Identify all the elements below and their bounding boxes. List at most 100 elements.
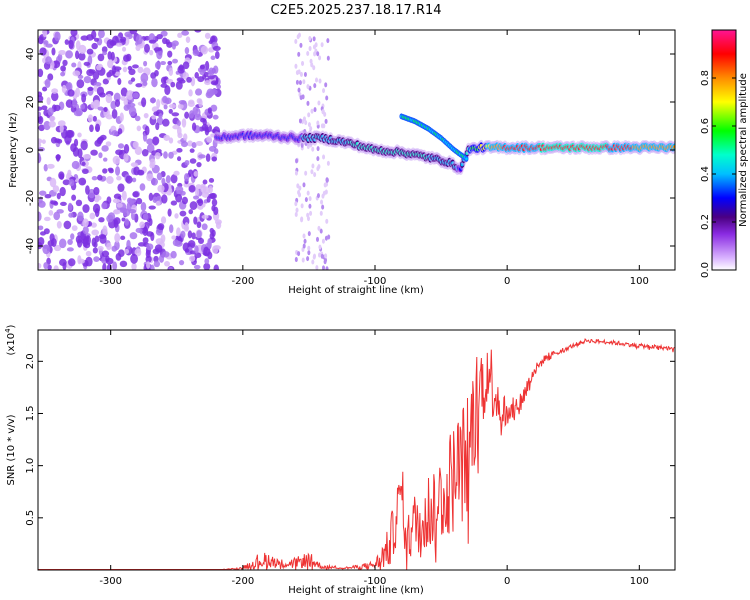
- noise-cell: [195, 140, 203, 146]
- colorbar-label: Normalized spectral amplitude: [738, 73, 749, 227]
- noise-cell: [176, 120, 181, 127]
- noise-cell: [91, 42, 98, 50]
- noise-band-cell: [327, 234, 331, 240]
- noise-band-cell: [317, 164, 321, 170]
- noise-cell: [97, 53, 105, 62]
- noise-cell: [156, 34, 163, 40]
- noise-cell: [186, 76, 192, 83]
- noise-cell: [77, 211, 84, 222]
- noise-cell: [47, 264, 52, 270]
- noise-band-cell: [297, 32, 301, 38]
- noise-cell: [123, 104, 130, 111]
- noise-band-cell: [325, 95, 329, 101]
- noise-cell: [128, 102, 136, 108]
- x-tick-label: 100: [630, 576, 649, 587]
- noise-cell: [117, 183, 125, 192]
- noise-cell: [113, 217, 121, 225]
- noise-cell: [193, 171, 199, 177]
- noise-cell: [114, 232, 121, 243]
- noise-cell: [134, 248, 142, 257]
- noise-band-cell: [295, 79, 299, 85]
- noise-cell: [206, 136, 213, 143]
- noise-band-cell: [306, 100, 310, 106]
- noise-band-cell: [306, 84, 310, 90]
- x-tick-label: -100: [364, 576, 387, 587]
- noise-band-cell: [297, 51, 301, 57]
- noise-cell: [196, 98, 202, 104]
- noise-cell: [160, 234, 166, 243]
- noise-cell: [193, 264, 201, 270]
- noise-cell: [56, 154, 61, 162]
- noise-cell: [167, 208, 172, 217]
- y-tick-label: 1.0: [25, 458, 36, 474]
- noise-cell: [67, 169, 72, 178]
- noise-cell: [77, 148, 83, 159]
- noise-cell: [40, 231, 46, 236]
- noise-cell: [91, 175, 98, 181]
- noise-cell: [170, 174, 178, 184]
- noise-cell: [106, 39, 115, 49]
- noise-cell: [59, 124, 64, 133]
- noise-band-cell: [302, 116, 306, 122]
- noise-cell: [153, 111, 160, 116]
- colorbar-tick-label: 0.0: [700, 262, 711, 278]
- noise-cell: [192, 49, 200, 57]
- noise-cell: [75, 40, 81, 51]
- chart-title: C2E5.2025.237.18.17.R14: [270, 3, 441, 18]
- noise-cell: [68, 39, 74, 49]
- y-tick-label: 0: [25, 147, 36, 153]
- noise-cell: [203, 262, 211, 270]
- noise-band-cell: [325, 218, 329, 224]
- noise-cell: [44, 78, 51, 89]
- noise-cell: [131, 262, 137, 270]
- noise-cell: [168, 108, 173, 114]
- noise-cell: [188, 209, 194, 215]
- noise-cell: [45, 43, 53, 48]
- noise-cell: [213, 264, 219, 270]
- noise-cell: [139, 221, 145, 229]
- noise-cell: [189, 201, 198, 210]
- noise-cell: [97, 246, 104, 251]
- y-tick-label: 1.5: [25, 406, 36, 422]
- noise-band-cell: [307, 112, 311, 118]
- noise-cell: [164, 97, 172, 105]
- noise-cell: [116, 175, 122, 181]
- x-tick-label: -300: [99, 576, 122, 587]
- noise-band-cell: [321, 204, 325, 210]
- noise-cell: [115, 166, 121, 176]
- noise-cell: [71, 194, 77, 201]
- noise-cell: [106, 71, 112, 78]
- noise-cell: [120, 235, 126, 241]
- noise-cell: [47, 107, 54, 116]
- noise-cell: [134, 115, 141, 122]
- noise-cell: [141, 149, 149, 157]
- noise-cell: [184, 47, 190, 55]
- noise-cell: [52, 60, 61, 69]
- noise-cell: [38, 36, 44, 45]
- noise-cell: [105, 257, 114, 265]
- y-tick-label: -20: [25, 190, 36, 206]
- noise-cell: [144, 43, 150, 53]
- noise-band-cell: [308, 203, 312, 209]
- noise-cell: [38, 138, 43, 144]
- noise-cell: [65, 50, 73, 59]
- noise-cell: [171, 235, 177, 240]
- noise-band-cell: [318, 244, 322, 250]
- x-tick-label: -200: [231, 576, 254, 587]
- noise-cell: [169, 224, 174, 234]
- noise-cell: [66, 247, 74, 252]
- noise-cell: [65, 99, 74, 108]
- noise-cell: [149, 264, 155, 270]
- noise-cell: [140, 72, 149, 83]
- noise-cell: [156, 172, 163, 181]
- noise-band-cell: [307, 231, 311, 237]
- noise-cell: [101, 145, 109, 152]
- noise-cell: [151, 115, 157, 120]
- noise-cell: [47, 73, 54, 81]
- noise-band-cell: [322, 88, 326, 94]
- noise-cell: [181, 118, 187, 128]
- noise-cell: [108, 168, 114, 174]
- noise-cell: [53, 244, 62, 252]
- noise-cell: [181, 196, 188, 205]
- noise-cell: [101, 250, 110, 258]
